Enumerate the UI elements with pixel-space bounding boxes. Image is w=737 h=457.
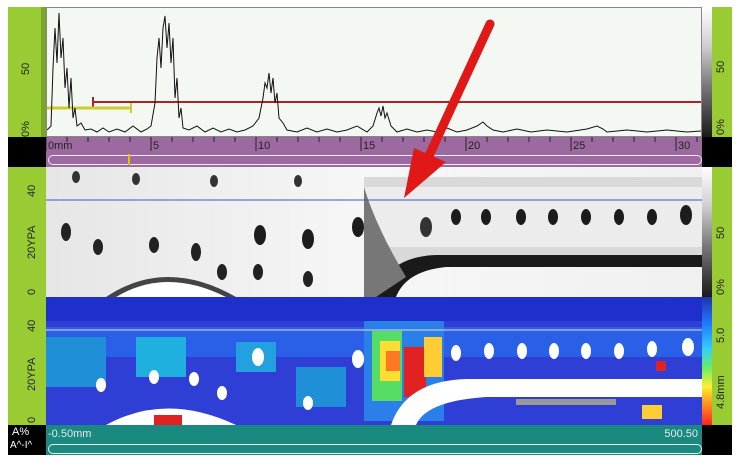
bscan-right-scale: 50 0% bbox=[712, 167, 732, 297]
cscan-left-scale: 40 20YPA 0 bbox=[8, 297, 46, 425]
corner-block-bottom: A% A^-I^ bbox=[8, 425, 46, 455]
cscan-axis-label-20ypa: 20YPA bbox=[26, 357, 38, 391]
ruler-tick-5: 5 bbox=[153, 140, 160, 152]
ascan-plot[interactable] bbox=[46, 7, 702, 137]
bscan-left-scale: 40 20YPA 0 bbox=[8, 167, 46, 297]
corner-block-top-right bbox=[702, 137, 732, 167]
bscan-axis-label-20ypa: 20YPA bbox=[26, 225, 38, 259]
ascan-right-label-0: 0% bbox=[715, 119, 727, 135]
cscan-right-colorbar bbox=[702, 297, 712, 425]
ascan-amp-label-50: 50 bbox=[20, 62, 32, 75]
bscan-axis-label-0: 0 bbox=[26, 288, 38, 295]
scan-axis-end: 500.50 bbox=[664, 428, 698, 440]
ascan-waveform bbox=[47, 12, 702, 133]
ascan-amp-label-0: 0% bbox=[20, 121, 32, 137]
ruler-tick-0: 0mm bbox=[48, 140, 73, 152]
corner-block-bottom-right bbox=[702, 425, 732, 455]
cscan-image[interactable] bbox=[46, 297, 702, 425]
bscan-axis-label-40: 40 bbox=[26, 184, 38, 197]
scan-axis-scrollbar[interactable] bbox=[48, 444, 702, 454]
ruler-tick-15: 15 bbox=[363, 140, 376, 152]
ruler-cursor-marker[interactable] bbox=[128, 154, 130, 165]
corner-label-a-i: A^-I^ bbox=[10, 440, 33, 451]
ascan-right-colorbar bbox=[702, 7, 712, 137]
ruler-scrollbar[interactable] bbox=[48, 155, 702, 165]
scan-axis-start: -0.50mm bbox=[48, 428, 92, 440]
ruler-tick-10: 10 bbox=[258, 140, 271, 152]
ascan-left-scale: 50 0% bbox=[8, 7, 46, 137]
bscan-right-label-0: 0% bbox=[715, 279, 727, 295]
ruler-tick-25: 25 bbox=[573, 140, 586, 152]
depth-ruler[interactable]: 0mm 5 10 15 20 25 30 bbox=[46, 137, 702, 167]
cscan-axis-label-40: 40 bbox=[26, 319, 38, 332]
cscan-axis-label-0: 0 bbox=[26, 416, 38, 423]
scan-axis-ruler[interactable]: -0.50mm 500.50 bbox=[46, 425, 702, 455]
corner-block-top bbox=[8, 137, 46, 167]
cscan-right-label-48mm: 4.8mm bbox=[715, 375, 727, 409]
ascan-right-scale: 50 0% bbox=[712, 7, 732, 137]
bscan-right-colorbar bbox=[702, 167, 712, 297]
bscan-image[interactable] bbox=[46, 167, 702, 297]
cscan-right-scale: 5.0 4.8mm bbox=[712, 297, 732, 425]
corner-label-a-percent: A% bbox=[12, 426, 30, 438]
ruler-tick-30: 30 bbox=[678, 140, 691, 152]
cscan-right-label-5: 5.0 bbox=[715, 327, 727, 343]
ruler-tick-20: 20 bbox=[468, 140, 481, 152]
bscan-right-label-50: 50 bbox=[715, 226, 727, 239]
ascan-right-label-50: 50 bbox=[715, 60, 727, 73]
